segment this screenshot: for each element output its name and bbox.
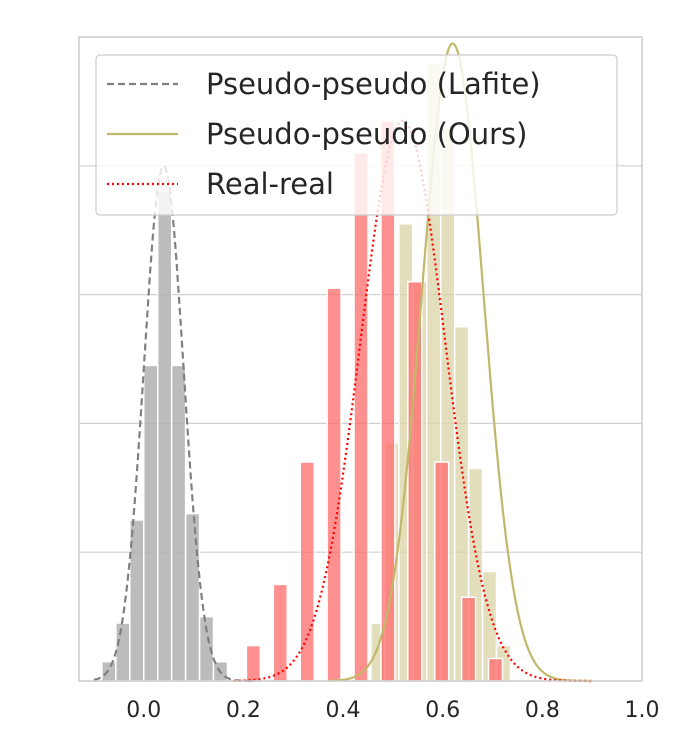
x-tick-label: 0.6 [425,698,460,723]
histogram-bar-real-real [487,657,504,682]
histogram-bar-real-real [433,461,450,682]
x-tick-label: 0.2 [226,698,261,723]
histogram-bar-pseudo-pseudo-lafite [156,190,173,682]
histogram-bar-real-real [245,644,262,682]
histogram-bar-real-real [460,596,477,682]
legend: Pseudo-pseudo (Lafite) Pseudo-pseudo (Our… [95,54,618,216]
legend-label-real-real: Real-real [206,167,334,201]
histogram-bar-real-real [353,152,369,682]
x-tick-label: 0.4 [326,698,361,723]
histogram-bar-pseudo-pseudo-lafite [101,660,117,682]
x-tick-label: 0.0 [126,698,161,723]
plot-frame [78,36,643,682]
histogram-bar-pseudo-pseudo-lafite [115,622,131,682]
histogram-bar-real-real [326,287,342,682]
legend-label-pseudo-pseudo-lafite: Pseudo-pseudo (Lafite) [206,67,541,101]
x-axis-ticks: 0.0 0.2 0.4 0.6 0.8 1.0 [126,698,659,723]
x-tick-label: 1.0 [625,698,660,723]
bars-layer [101,62,512,682]
kde-curve-real-real [233,119,594,683]
histogram-bar-pseudo-pseudo-lafite [143,364,159,682]
histogram-bar-pseudo-pseudo-lafite [170,364,187,682]
legend-label-pseudo-pseudo-ours: Pseudo-pseudo (Ours) [206,117,527,151]
legend-box [95,54,618,216]
histogram-bar-pseudo-pseudo-lafite [184,512,201,682]
kde-curve-pseudo-pseudo-lafite [93,164,254,683]
x-tick-label: 0.8 [525,698,560,723]
histogram-bar-real-real [272,583,289,682]
histogram-bar-real-real [407,280,423,682]
